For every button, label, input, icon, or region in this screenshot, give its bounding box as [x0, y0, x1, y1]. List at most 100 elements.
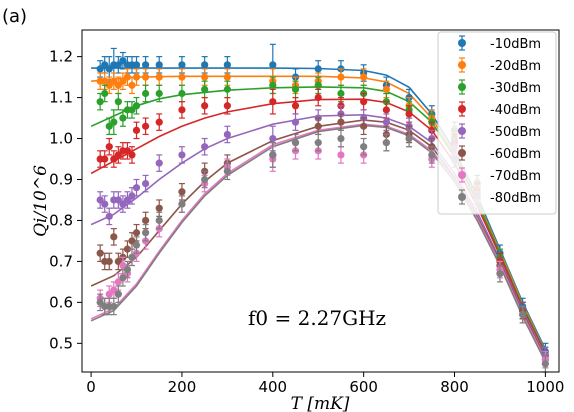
data-marker — [223, 102, 231, 110]
data-marker — [101, 200, 109, 208]
x-tick-label: 1000 — [526, 378, 564, 396]
data-marker — [105, 257, 113, 266]
data-marker — [337, 89, 345, 98]
data-marker — [128, 151, 136, 159]
legend-entry: -20dBm — [458, 57, 541, 74]
data-marker — [360, 143, 368, 151]
x-tick-label: 600 — [349, 378, 378, 396]
data-point — [269, 142, 277, 168]
data-point — [105, 137, 113, 156]
data-marker — [178, 89, 186, 98]
data-point — [96, 244, 104, 263]
data-marker — [269, 134, 277, 143]
legend-marker — [458, 193, 466, 201]
data-marker — [519, 311, 527, 319]
data-marker — [337, 134, 345, 143]
legend-label: -40dBm — [490, 103, 541, 118]
x-axis-label: T [mK] — [291, 394, 350, 412]
data-point — [201, 56, 209, 74]
data-marker — [155, 61, 163, 69]
data-point — [201, 96, 209, 115]
legend-label: -50dBm — [490, 125, 541, 140]
data-marker — [269, 81, 277, 89]
data-point — [405, 129, 413, 148]
y-tick-label: 0.7 — [49, 252, 73, 270]
legend-box — [437, 31, 557, 215]
legend-label: -10dBm — [490, 37, 541, 52]
data-marker — [291, 118, 300, 126]
x-tick-label: 200 — [168, 378, 197, 396]
data-point — [110, 109, 118, 136]
data-marker — [337, 151, 345, 159]
data-point — [142, 223, 150, 242]
plot-frame — [81, 29, 560, 373]
legend-entry: -80dBm — [458, 189, 541, 206]
data-marker — [337, 118, 345, 126]
data-marker — [541, 360, 549, 368]
legend-label: -20dBm — [490, 59, 541, 74]
data-marker — [105, 143, 113, 151]
data-marker — [291, 102, 300, 110]
data-point — [114, 285, 122, 303]
data-point — [314, 88, 322, 107]
data-point — [119, 72, 127, 90]
data-marker — [360, 122, 368, 130]
data-marker — [382, 106, 390, 114]
y-tick-label: 0.8 — [49, 211, 73, 229]
data-marker — [178, 200, 186, 208]
data-point — [178, 146, 186, 164]
legend-marker — [458, 61, 466, 69]
data-marker — [142, 89, 150, 98]
data-marker — [123, 266, 132, 274]
legend-entry: -10dBm — [458, 35, 541, 52]
data-marker — [201, 85, 209, 93]
data-marker — [132, 73, 141, 81]
data-point — [337, 113, 345, 131]
data-point — [142, 174, 150, 193]
data-point — [178, 101, 186, 119]
data-marker — [269, 98, 277, 106]
data-point — [132, 96, 141, 115]
data-point — [223, 125, 231, 144]
data-point — [269, 88, 277, 115]
data-marker — [142, 216, 150, 225]
legend: -10dBm -20dBm -30dBm -40dBm -50dBm -60dBm -70d… — [437, 31, 557, 215]
data-marker — [201, 73, 209, 81]
data-marker — [155, 159, 163, 167]
y-axis-label: Qi/10^6 — [31, 165, 51, 237]
y-tick-label: 0.9 — [49, 170, 73, 188]
data-point — [132, 178, 141, 197]
data-point — [132, 121, 141, 140]
data-point — [110, 72, 118, 90]
data-marker — [314, 65, 322, 73]
data-marker — [155, 89, 163, 98]
data-marker — [178, 73, 186, 81]
data-point — [291, 113, 300, 131]
data-point — [314, 133, 322, 152]
legend-entry: -60dBm — [458, 145, 541, 162]
data-marker — [269, 151, 277, 159]
data-marker — [128, 253, 136, 261]
data-marker — [314, 93, 322, 102]
data-point — [128, 76, 136, 95]
data-point — [201, 170, 209, 189]
data-marker — [201, 102, 209, 110]
data-point — [337, 68, 345, 86]
legend-marker — [458, 149, 466, 157]
data-point — [155, 113, 163, 131]
data-marker — [142, 229, 150, 237]
legend-marker — [458, 83, 466, 91]
data-marker — [382, 139, 390, 147]
data-point — [291, 133, 300, 152]
data-marker — [269, 61, 277, 69]
legend-marker — [458, 127, 466, 135]
x-axis-ticks: 0 200 400 600 800 1000 — [86, 372, 564, 396]
legend-label: -70dBm — [490, 169, 541, 184]
data-marker — [201, 175, 209, 184]
data-marker — [382, 85, 390, 93]
data-marker — [132, 102, 141, 110]
data-marker — [223, 167, 231, 175]
data-marker — [132, 184, 141, 192]
data-marker — [382, 118, 390, 126]
